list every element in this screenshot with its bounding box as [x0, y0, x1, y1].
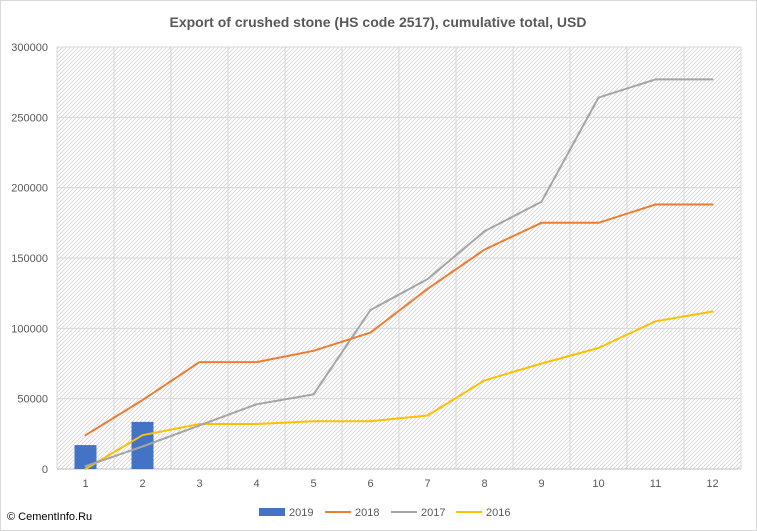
x-tick-label: 6: [367, 478, 373, 490]
y-tick-label: 0: [42, 464, 48, 476]
legend-label-2018: 2018: [355, 507, 379, 519]
line-series-2016: [84, 310, 714, 470]
x-tick-label: 4: [253, 478, 259, 490]
copyright-text: © CementInfo.Ru: [7, 511, 92, 523]
line-series: [84, 78, 714, 470]
x-tick-label: 9: [538, 478, 544, 490]
legend-label-2016: 2016: [486, 507, 510, 519]
legend-label-2019: 2019: [289, 507, 313, 519]
x-tick-label: 1: [82, 478, 88, 490]
x-tick-label: 2: [139, 478, 145, 490]
x-tick-label: 5: [310, 478, 316, 490]
line-series-2017: [84, 78, 714, 468]
legend-swatch-2019: [259, 508, 285, 516]
y-tick-label: 150000: [11, 253, 48, 265]
legend-label-2017: 2017: [421, 507, 445, 519]
y-tick-label: 300000: [11, 42, 48, 54]
x-tick-label: 10: [592, 478, 604, 490]
chart-title: Export of crushed stone (HS code 2517), …: [170, 14, 587, 30]
y-tick-label: 50000: [17, 394, 48, 406]
x-tick-label: 12: [706, 478, 718, 490]
x-axis-ticks: 1 2 3 4 5 6 7 8 9 10 11 12: [82, 478, 718, 490]
x-tick-label: 7: [424, 478, 430, 490]
x-tick-label: 8: [481, 478, 487, 490]
y-tick-label: 250000: [11, 112, 48, 124]
y-tick-label: 200000: [11, 183, 48, 195]
x-tick-label: 11: [650, 478, 661, 490]
x-tick-label: 3: [196, 478, 202, 490]
bar-2019-1: [74, 445, 97, 469]
line-series-2018: [84, 203, 714, 437]
y-axis-ticks: 0 50000 100000 150000 200000 250000 300000: [11, 42, 48, 476]
legend: 2019 2018 2017 2016: [259, 507, 510, 519]
y-tick-label: 100000: [11, 323, 48, 335]
